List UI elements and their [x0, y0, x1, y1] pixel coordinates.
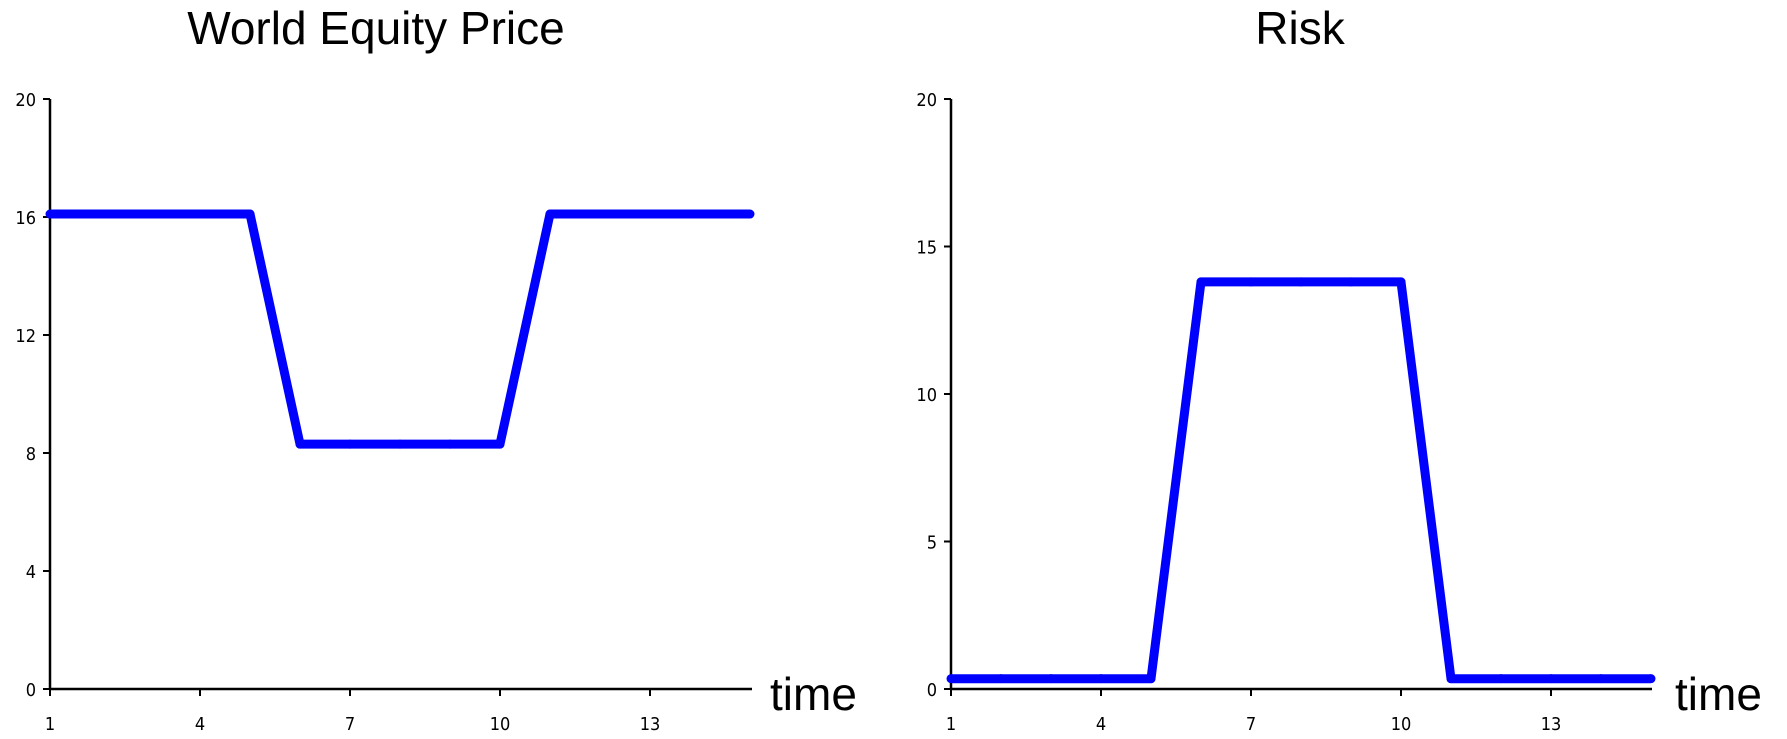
data-point — [745, 209, 755, 219]
data-point — [1296, 277, 1306, 287]
data-point — [295, 439, 305, 449]
y-tick-label: 20 — [916, 90, 937, 111]
x-tick-label: 7 — [1246, 714, 1256, 735]
data-point — [345, 439, 355, 449]
data-point — [1446, 674, 1456, 684]
y-tick-label: 0 — [927, 680, 937, 701]
data-point — [95, 209, 105, 219]
data-point — [1046, 674, 1056, 684]
axis-ticks: 0 5 10 15 20 1 4 7 10 13 — [916, 90, 1561, 735]
data-point — [545, 209, 555, 219]
x-tick-label: 7 — [345, 714, 355, 735]
y-tick-label: 8 — [26, 444, 36, 465]
chart-title: World Equity Price — [187, 2, 565, 54]
data-point — [245, 209, 255, 219]
data-point — [1646, 674, 1656, 684]
x-tick-label: 13 — [1541, 714, 1562, 735]
y-tick-label: 4 — [26, 562, 36, 583]
x-tick-label: 13 — [640, 714, 661, 735]
data-point — [1246, 277, 1256, 287]
data-point — [946, 674, 956, 684]
data-point — [595, 209, 605, 219]
series-line — [50, 209, 750, 449]
x-tick-label: 10 — [1391, 714, 1412, 735]
data-point — [1496, 674, 1506, 684]
data-point — [195, 209, 205, 219]
y-tick-label: 15 — [916, 238, 937, 259]
y-tick-label: 0 — [26, 680, 36, 701]
x-axis-label: time — [1675, 668, 1762, 720]
data-point — [445, 439, 455, 449]
axis-ticks: 0 4 8 12 16 20 1 4 7 10 13 — [15, 90, 660, 735]
data-point — [495, 439, 505, 449]
data-point — [1396, 277, 1406, 287]
data-point — [395, 439, 405, 449]
x-tick-label: 10 — [490, 714, 511, 735]
data-point — [1596, 674, 1606, 684]
series-line — [951, 277, 1651, 684]
data-point — [45, 209, 55, 219]
x-tick-label: 4 — [195, 714, 205, 735]
data-point — [1196, 277, 1206, 287]
series-marks — [946, 277, 1656, 684]
data-point — [1096, 674, 1106, 684]
x-tick-label: 4 — [1096, 714, 1106, 735]
x-tick-label: 1 — [946, 714, 956, 735]
x-tick-label: 1 — [45, 714, 55, 735]
data-point — [695, 209, 705, 219]
y-tick-label: 10 — [916, 385, 937, 406]
y-tick-label: 5 — [927, 533, 937, 554]
y-tick-label: 16 — [15, 208, 36, 229]
y-tick-label: 12 — [15, 326, 36, 347]
y-tick-label: 20 — [15, 90, 36, 111]
data-point — [645, 209, 655, 219]
x-axis-label: time — [770, 668, 857, 720]
risk-chart: Risk 0 5 10 15 20 1 4 7 10 13 time — [916, 2, 1762, 735]
series-marks — [45, 209, 755, 449]
data-point — [1346, 277, 1356, 287]
data-point — [1546, 674, 1556, 684]
data-point — [996, 674, 1006, 684]
data-point — [145, 209, 155, 219]
data-point — [1146, 674, 1156, 684]
chart-title: Risk — [1255, 2, 1345, 54]
equity-price-chart: World Equity Price 0 4 8 12 16 20 1 4 7 10 13 time — [15, 2, 857, 735]
